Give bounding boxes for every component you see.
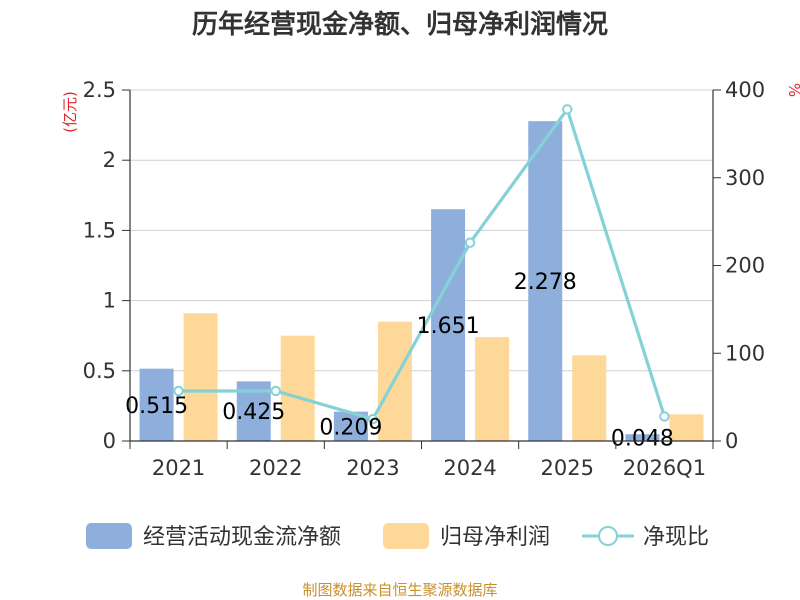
legend-cash-ratio-label[interactable]: 净现比 <box>643 525 709 550</box>
data-labels: 0.515 0.425 0.209 1.651 2.278 0.048 <box>125 270 674 452</box>
x-tick-label: 2024 <box>443 456 496 480</box>
x-tick-label: 2025 <box>541 456 594 480</box>
right-tick-label: 0 <box>725 429 738 453</box>
x-tick-label: 2022 <box>249 456 302 480</box>
left-tick-label: 2.5 <box>83 78 116 102</box>
left-axis-unit: (亿元) <box>61 91 79 133</box>
left-tick-label: 1.5 <box>83 218 116 242</box>
bar-marks <box>139 121 704 442</box>
cashflow-value-label: 2.278 <box>514 270 577 295</box>
net-profit-bar[interactable] <box>669 414 704 441</box>
x-tick-label: 2021 <box>152 456 205 480</box>
cash-ratio-line <box>178 105 666 421</box>
cashflow-value-label: 0.515 <box>125 394 188 419</box>
cash-ratio-point[interactable] <box>464 237 476 248</box>
legend-net-profit-swatch[interactable] <box>383 523 429 549</box>
grid-lines <box>130 89 713 372</box>
right-axis-unit: % <box>785 83 800 97</box>
cashflow-bar[interactable] <box>431 209 466 441</box>
net-profit-bar[interactable] <box>572 355 607 441</box>
source-note: 制图数据来自恒生聚源数据库 <box>302 581 497 599</box>
cashflow-value-label: 0.048 <box>611 427 674 452</box>
right-tick-label: 100 <box>725 341 765 365</box>
legend[interactable]: 经营活动现金流净额 归母净利润 净现比 <box>86 523 709 550</box>
right-tick-label: 300 <box>725 166 765 190</box>
net-profit-bar[interactable] <box>183 313 218 441</box>
axes: 0 0.5 1 1.5 2 2.5 0 100 200 300 400 (亿元)% 2021 2022 20… <box>61 78 800 480</box>
cash-ratio-point[interactable] <box>562 104 573 115</box>
legend-cash-ratio-marker[interactable] <box>598 526 618 546</box>
net-profit-bar[interactable] <box>280 335 315 441</box>
cashflow-bar[interactable] <box>528 121 563 442</box>
cash-ratio-point[interactable] <box>270 385 281 397</box>
net-profit-bar[interactable] <box>475 337 510 441</box>
cashflow-bar[interactable] <box>625 434 660 441</box>
line-marks <box>173 104 670 425</box>
right-tick-label: 400 <box>725 78 765 102</box>
cash-ratio-point[interactable] <box>659 411 670 422</box>
legend-cashflow-label[interactable]: 经营活动现金流净额 <box>143 525 341 550</box>
left-tick-label: 0 <box>103 429 116 453</box>
left-tick-label: 2 <box>103 148 116 172</box>
right-tick-label: 200 <box>725 254 765 278</box>
x-tick-label: 2026Q1 <box>623 456 706 480</box>
legend-cashflow-swatch[interactable] <box>86 523 132 549</box>
cashflow-value-label: 1.651 <box>417 314 480 339</box>
cashflow-value-label: 0.209 <box>319 415 382 440</box>
cashflow-bar[interactable] <box>139 368 174 441</box>
chart-title: 历年经营现金净额、归母净利润情况 <box>192 9 608 40</box>
legend-net-profit-label[interactable]: 归母净利润 <box>440 525 550 550</box>
left-tick-label: 0.5 <box>83 359 116 383</box>
x-tick-label: 2023 <box>346 456 399 480</box>
left-tick-label: 1 <box>103 289 116 313</box>
cashflow-value-label: 0.425 <box>222 400 285 425</box>
cash-ratio-point[interactable] <box>173 385 184 397</box>
cash-ratio-point[interactable] <box>367 413 379 425</box>
